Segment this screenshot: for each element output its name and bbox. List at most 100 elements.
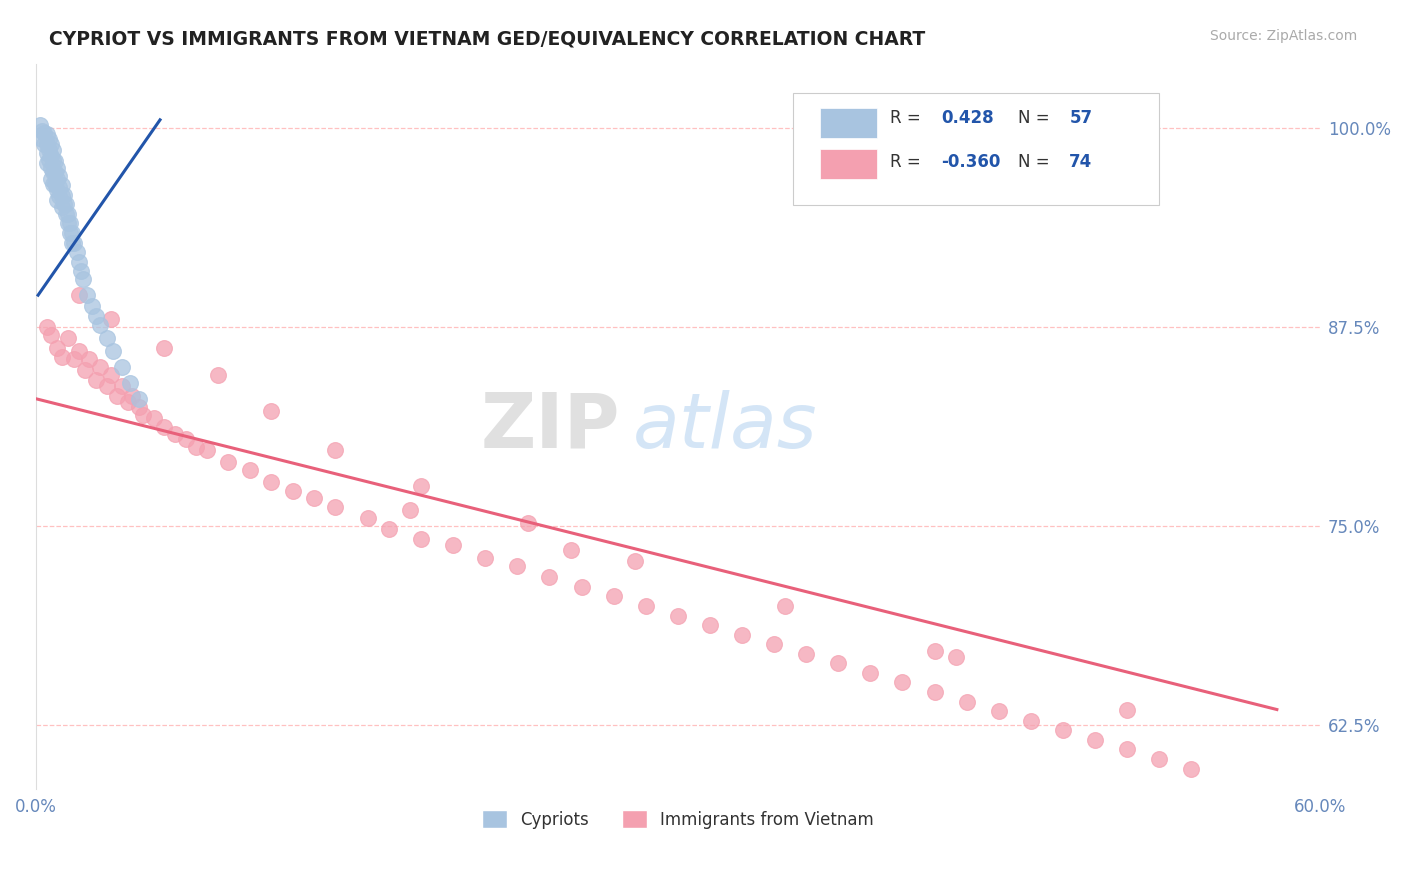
Point	[987, 704, 1010, 718]
Point	[75, 363, 97, 377]
Point	[84, 309, 107, 323]
Point	[72, 272, 94, 286]
Point	[42, 153, 65, 167]
Point	[110, 359, 132, 374]
Point	[79, 351, 101, 366]
Point	[260, 475, 283, 489]
Point	[121, 388, 143, 402]
Point	[55, 207, 77, 221]
Point	[59, 226, 82, 240]
Text: 0.428: 0.428	[941, 110, 994, 128]
Point	[56, 207, 79, 221]
Point	[517, 516, 540, 530]
Point	[105, 388, 128, 402]
Point	[1084, 732, 1107, 747]
Text: R =: R =	[890, 110, 921, 128]
Point	[142, 410, 165, 425]
Text: 74: 74	[1070, 153, 1092, 171]
Point	[132, 408, 155, 422]
Point	[51, 178, 73, 193]
Point	[325, 500, 347, 515]
FancyBboxPatch shape	[820, 149, 877, 179]
Point	[46, 171, 69, 186]
Point	[42, 143, 65, 157]
Point	[571, 580, 593, 594]
Point	[356, 511, 378, 525]
Point	[46, 341, 69, 355]
Point	[67, 343, 90, 358]
Point	[38, 132, 60, 146]
Point	[63, 235, 86, 250]
Point	[763, 637, 786, 651]
Point	[1147, 752, 1170, 766]
Point	[128, 400, 150, 414]
Point	[399, 503, 422, 517]
Point	[186, 440, 208, 454]
Text: Source: ZipAtlas.com: Source: ZipAtlas.com	[1209, 29, 1357, 44]
Point	[35, 127, 58, 141]
Point	[666, 608, 689, 623]
Text: N =: N =	[1018, 153, 1050, 171]
Point	[39, 171, 62, 186]
Point	[827, 657, 849, 671]
Point	[35, 136, 58, 151]
Text: -0.360: -0.360	[941, 153, 1000, 171]
Point	[218, 455, 240, 469]
Point	[378, 523, 401, 537]
Point	[699, 618, 721, 632]
Point	[65, 245, 87, 260]
Point	[128, 392, 150, 406]
Point	[207, 368, 229, 382]
Point	[110, 379, 132, 393]
Point	[924, 685, 946, 699]
Point	[38, 143, 60, 157]
Point	[48, 169, 70, 183]
Point	[731, 627, 754, 641]
Point	[46, 183, 69, 197]
Point	[46, 161, 69, 175]
Point	[1116, 742, 1139, 756]
Text: 57: 57	[1070, 110, 1092, 128]
Point	[51, 201, 73, 215]
Point	[42, 177, 65, 191]
Point	[773, 599, 796, 613]
Point	[924, 643, 946, 657]
Point	[34, 136, 56, 151]
Point	[34, 126, 56, 140]
Point	[39, 161, 62, 175]
Point	[163, 426, 186, 441]
Point	[117, 395, 139, 409]
Point	[39, 149, 62, 163]
Point	[67, 288, 90, 302]
Point	[35, 320, 58, 334]
Point	[52, 197, 75, 211]
Point	[76, 288, 98, 302]
Point	[35, 146, 58, 161]
Point	[325, 442, 347, 457]
Point	[859, 665, 882, 680]
Point	[956, 695, 979, 709]
Point	[44, 165, 66, 179]
Point	[52, 187, 75, 202]
Point	[39, 136, 62, 151]
Point	[945, 649, 967, 664]
Point	[60, 235, 83, 250]
Point	[38, 153, 60, 167]
Point	[59, 216, 82, 230]
Text: N =: N =	[1018, 110, 1050, 128]
Text: CYPRIOT VS IMMIGRANTS FROM VIETNAM GED/EQUIVALENCY CORRELATION CHART: CYPRIOT VS IMMIGRANTS FROM VIETNAM GED/E…	[49, 29, 925, 48]
Point	[409, 532, 432, 546]
Point	[794, 647, 817, 661]
Point	[84, 373, 107, 387]
Text: R =: R =	[890, 153, 921, 171]
Text: atlas: atlas	[633, 390, 817, 464]
Point	[31, 132, 53, 146]
Point	[55, 197, 77, 211]
Point	[560, 543, 582, 558]
Point	[281, 484, 304, 499]
Point	[67, 254, 90, 268]
Point	[120, 376, 142, 390]
Point	[63, 351, 86, 366]
Point	[80, 299, 103, 313]
Point	[89, 359, 111, 374]
